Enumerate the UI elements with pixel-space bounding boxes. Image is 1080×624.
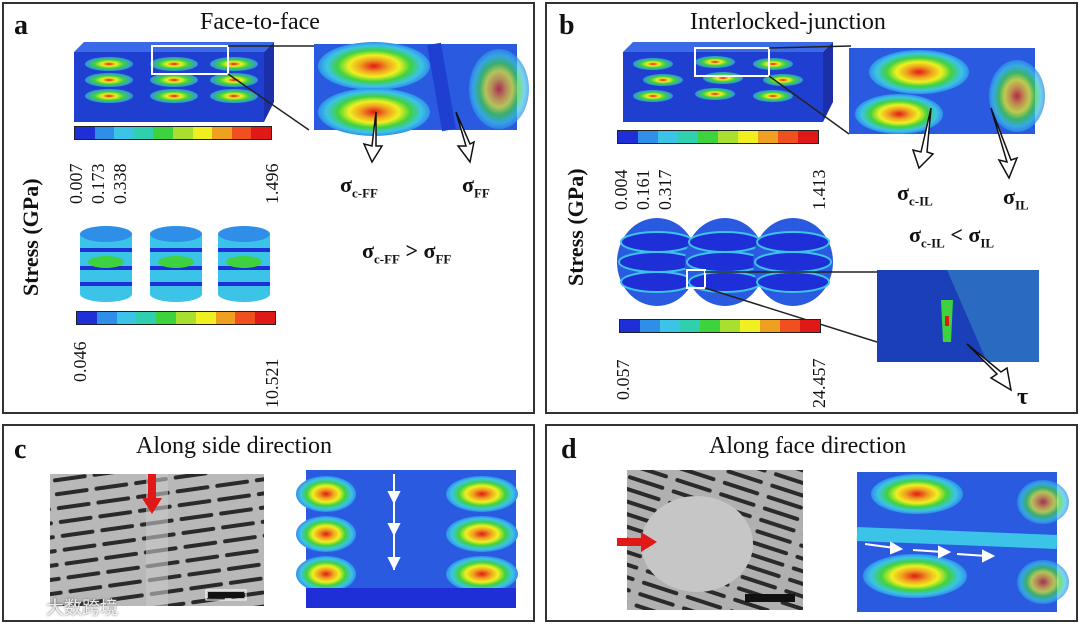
sigma-c-ff-label: σc-FF xyxy=(340,172,378,201)
fem-block-model xyxy=(623,42,852,135)
fem-stress-map xyxy=(856,472,1069,612)
cbar-tick: 0.046 xyxy=(70,341,90,383)
colorbar-segment xyxy=(758,131,778,143)
panel-label: c xyxy=(14,434,27,465)
panel-label: d xyxy=(561,434,577,465)
stress-arrow-left xyxy=(911,107,935,170)
stress-arrow-right xyxy=(990,107,1019,180)
fem-stress-map xyxy=(296,470,518,608)
colorbar-segment xyxy=(136,312,157,324)
cbar-tick: 0.317 xyxy=(655,169,675,211)
colorbar-segment xyxy=(738,131,758,143)
colorbar-top xyxy=(617,130,819,144)
y-axis-label: Stress (GPa) xyxy=(563,168,588,286)
colorbar-segment xyxy=(700,320,720,332)
red-arrow-icon xyxy=(617,532,657,552)
panel-title: Interlocked-junction xyxy=(690,9,886,35)
panel-d: d Along face direction xyxy=(545,424,1078,622)
panel-title: Along face direction xyxy=(709,433,907,459)
colorbar-segment xyxy=(640,320,660,332)
colorbar-segment xyxy=(96,312,117,324)
colorbar-segment xyxy=(212,127,232,139)
colorbar-segment xyxy=(77,312,97,324)
cbar-tick: 1.496 xyxy=(262,163,282,205)
colorbar-segment xyxy=(698,131,718,143)
fem-block-model xyxy=(74,42,314,131)
relation-label: σc-FF > σFF xyxy=(362,238,452,267)
colorbar-segment xyxy=(251,127,271,139)
colorbar-segment xyxy=(678,131,698,143)
colorbar-segment xyxy=(235,312,256,324)
red-arrow-icon xyxy=(142,474,162,514)
y-axis-label: Stress (GPa) xyxy=(18,178,43,296)
zoom-inset-shear xyxy=(877,270,1039,362)
colorbar-segment xyxy=(153,127,173,139)
panel-b: b Interlocked-junction σc-IL σIL σc-IL <… xyxy=(545,2,1078,414)
colorbar-segment xyxy=(658,131,678,143)
colorbar-segment xyxy=(156,312,176,324)
colorbar-segment xyxy=(778,131,798,143)
fem-cylinders xyxy=(80,226,270,302)
stress-arrow-right xyxy=(455,111,476,164)
colorbar-segment xyxy=(618,131,638,143)
cbar-tick: 0.057 xyxy=(613,359,633,401)
colorbar-segment xyxy=(175,312,196,324)
watermark: 大数跨境 xyxy=(46,598,118,619)
panel-label: b xyxy=(559,10,575,41)
stress-arrow-left xyxy=(362,111,384,164)
colorbar-segment xyxy=(255,312,275,324)
colorbar-segment xyxy=(638,131,658,143)
cbar-tick: 0.161 xyxy=(633,169,653,211)
colorbar-segment xyxy=(192,127,213,139)
colorbar-segment xyxy=(195,312,216,324)
colorbar-segment xyxy=(720,320,740,332)
colorbar-bottom xyxy=(76,311,276,325)
sigma-ff-label: σFF xyxy=(462,172,490,201)
colorbar-segment xyxy=(798,131,818,143)
colorbar-segment xyxy=(231,127,252,139)
colorbar-segment xyxy=(94,127,115,139)
colorbar-segment xyxy=(172,127,193,139)
colorbar-segment xyxy=(114,127,134,139)
panel-title: Along side direction xyxy=(136,433,332,459)
colorbar-segment xyxy=(800,320,820,332)
colorbar-segment xyxy=(133,127,154,139)
colorbar-segment xyxy=(760,320,780,332)
colorbar-segment xyxy=(75,127,95,139)
cbar-tick: 0.007 xyxy=(66,163,86,205)
zoom-inset xyxy=(849,48,1045,134)
colorbar-segment xyxy=(660,320,680,332)
colorbar-segment xyxy=(780,320,800,332)
colorbar-segment xyxy=(116,312,137,324)
zoom-inset xyxy=(314,42,529,136)
colorbar-segment xyxy=(680,320,700,332)
fem-interlocked-discs xyxy=(617,217,878,343)
sigma-il-label: σIL xyxy=(1003,184,1029,213)
cbar-tick: 24.457 xyxy=(809,358,829,409)
panel-label: a xyxy=(14,10,28,41)
tau-label: τ xyxy=(1017,384,1029,410)
colorbar-segment xyxy=(718,131,738,143)
sigma-c-il-label: σc-IL xyxy=(897,180,933,209)
colorbar-segment xyxy=(620,320,640,332)
tem-micrograph xyxy=(50,474,264,606)
shear-arrow xyxy=(966,343,1013,392)
cbar-tick: 0.004 xyxy=(611,169,631,211)
relation-label: σc-IL < σIL xyxy=(909,222,995,251)
colorbar-segment xyxy=(740,320,760,332)
cbar-tick: 0.338 xyxy=(110,163,130,205)
cbar-tick: 0.173 xyxy=(88,163,108,205)
colorbar-segment xyxy=(215,312,236,324)
panel-a: a Face-to-face xyxy=(2,2,535,414)
panel-title: Face-to-face xyxy=(200,9,320,35)
panel-c: c Along side direction 大数跨境 xyxy=(2,424,535,622)
colorbar-top xyxy=(74,126,272,140)
tem-micrograph xyxy=(627,470,803,610)
cbar-tick: 1.413 xyxy=(809,169,829,211)
colorbar-bottom xyxy=(619,319,821,333)
cbar-tick: 10.521 xyxy=(262,358,282,409)
